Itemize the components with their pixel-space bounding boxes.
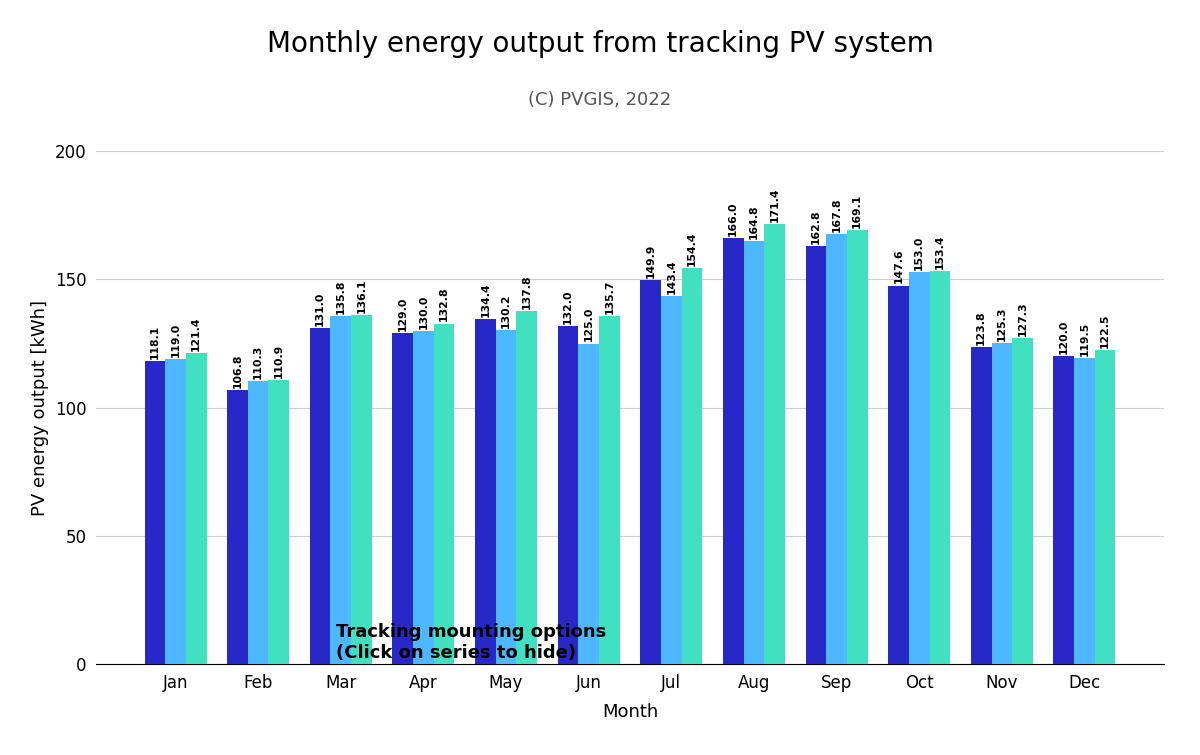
Text: 162.8: 162.8 xyxy=(811,210,821,245)
Bar xyxy=(516,310,538,664)
Bar xyxy=(269,380,289,664)
Text: 143.4: 143.4 xyxy=(666,260,677,294)
Text: 125.3: 125.3 xyxy=(997,307,1007,341)
Y-axis label: PV energy output [kWh]: PV energy output [kWh] xyxy=(31,300,49,516)
Text: 149.9: 149.9 xyxy=(646,243,655,278)
Bar xyxy=(930,270,950,664)
Text: 154.4: 154.4 xyxy=(686,232,697,266)
Bar xyxy=(475,319,496,664)
Bar xyxy=(352,315,372,664)
Text: Tracking mounting options
(Click on series to hide): Tracking mounting options (Click on seri… xyxy=(336,623,606,661)
Text: 136.1: 136.1 xyxy=(356,279,366,313)
Text: 164.8: 164.8 xyxy=(749,205,758,239)
Bar xyxy=(661,296,682,664)
Bar xyxy=(392,333,413,664)
Text: 131.0: 131.0 xyxy=(316,291,325,326)
Text: 118.1: 118.1 xyxy=(150,325,160,359)
Bar xyxy=(847,230,868,664)
Bar xyxy=(908,272,930,664)
Bar xyxy=(496,330,516,664)
Text: 120.0: 120.0 xyxy=(1058,320,1069,354)
Bar xyxy=(599,316,619,664)
Bar xyxy=(991,343,1012,664)
Text: 129.0: 129.0 xyxy=(397,297,408,331)
Text: 153.0: 153.0 xyxy=(914,236,924,270)
Text: 135.8: 135.8 xyxy=(336,279,346,314)
Text: 110.9: 110.9 xyxy=(274,344,284,378)
Text: 171.4: 171.4 xyxy=(769,188,780,223)
Bar xyxy=(186,353,206,664)
Bar xyxy=(1074,358,1094,664)
Bar xyxy=(744,242,764,664)
Bar xyxy=(971,347,991,664)
Text: 132.8: 132.8 xyxy=(439,287,449,322)
Text: (C) PVGIS, 2022: (C) PVGIS, 2022 xyxy=(528,91,672,109)
Bar xyxy=(144,361,166,664)
Bar xyxy=(227,390,248,664)
Text: 153.4: 153.4 xyxy=(935,234,944,269)
Bar xyxy=(578,344,599,664)
Text: 166.0: 166.0 xyxy=(728,202,738,236)
Text: 121.4: 121.4 xyxy=(191,316,202,351)
Text: 125.0: 125.0 xyxy=(583,307,594,341)
Bar xyxy=(166,359,186,664)
Bar xyxy=(413,331,433,664)
Bar xyxy=(310,328,330,664)
Bar xyxy=(827,233,847,664)
Text: 110.3: 110.3 xyxy=(253,345,263,379)
Bar xyxy=(248,381,269,664)
Text: 122.5: 122.5 xyxy=(1100,313,1110,348)
Text: 167.8: 167.8 xyxy=(832,197,841,232)
Bar xyxy=(764,224,785,664)
Text: 134.4: 134.4 xyxy=(480,282,491,317)
Text: 130.2: 130.2 xyxy=(502,294,511,328)
Bar xyxy=(330,316,352,664)
Bar xyxy=(1054,356,1074,664)
Text: 127.3: 127.3 xyxy=(1018,301,1027,335)
Text: Monthly energy output from tracking PV system: Monthly energy output from tracking PV s… xyxy=(266,30,934,58)
Bar xyxy=(805,246,827,664)
Text: 123.8: 123.8 xyxy=(976,310,986,344)
Text: 147.6: 147.6 xyxy=(894,249,904,283)
Text: 119.0: 119.0 xyxy=(170,322,180,357)
Text: 106.8: 106.8 xyxy=(233,354,242,388)
Text: 130.0: 130.0 xyxy=(419,294,428,328)
Bar xyxy=(641,279,661,664)
Bar xyxy=(1012,337,1033,664)
Bar xyxy=(558,325,578,664)
Text: 169.1: 169.1 xyxy=(852,194,863,228)
Text: 119.5: 119.5 xyxy=(1080,322,1090,356)
Text: 137.8: 137.8 xyxy=(522,274,532,309)
Bar xyxy=(682,268,702,664)
Bar xyxy=(722,239,744,664)
Bar xyxy=(1094,350,1116,664)
Bar xyxy=(433,323,455,664)
Text: 132.0: 132.0 xyxy=(563,289,574,323)
Bar xyxy=(888,285,908,664)
X-axis label: Month: Month xyxy=(602,703,658,721)
Text: 135.7: 135.7 xyxy=(605,279,614,314)
